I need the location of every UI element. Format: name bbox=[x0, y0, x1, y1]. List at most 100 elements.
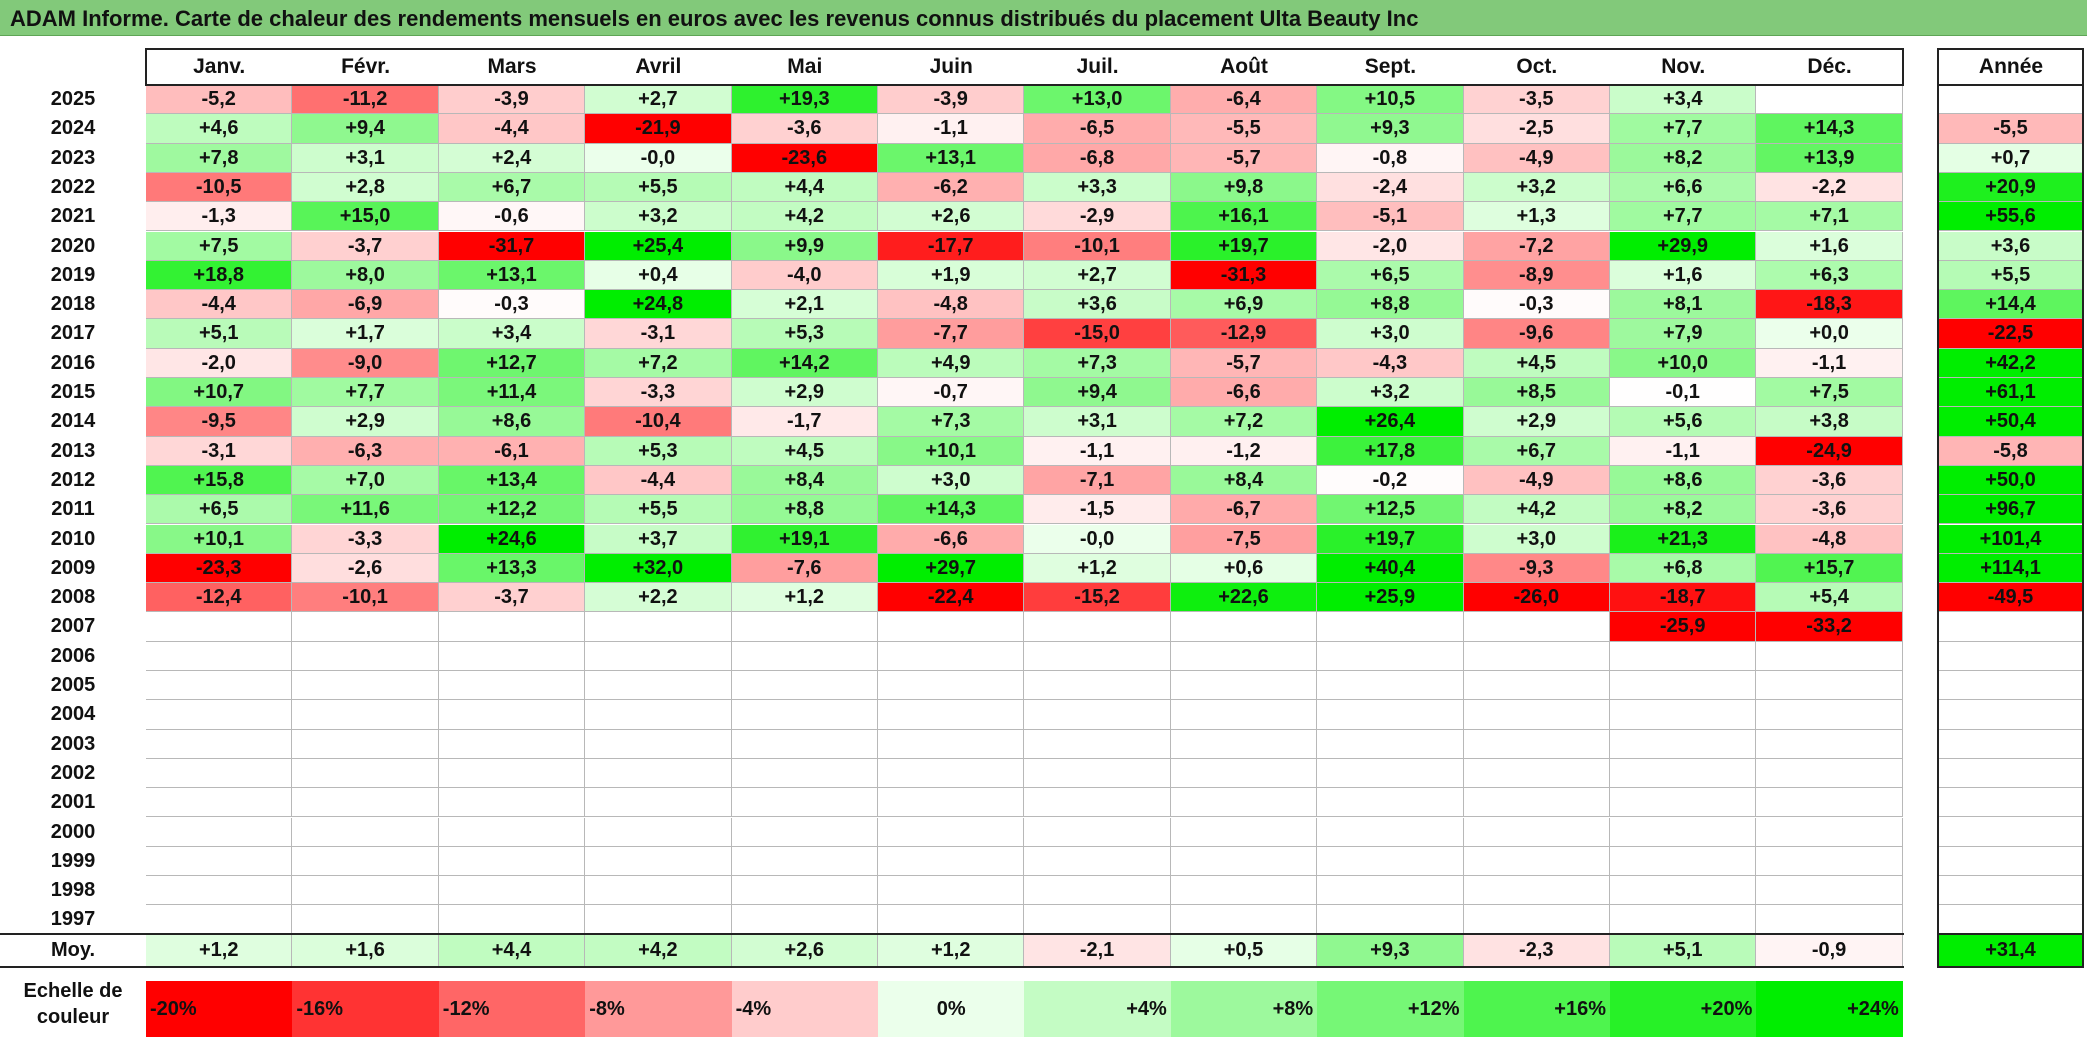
heatmap-cell: +7,5 bbox=[1756, 378, 1903, 408]
heatmap-cell bbox=[1024, 641, 1171, 671]
heatmap-cell bbox=[1024, 788, 1171, 818]
heatmap-cell: -4,4 bbox=[585, 465, 732, 496]
heatmap-cell bbox=[878, 671, 1025, 701]
heatmap-cell bbox=[585, 758, 732, 789]
average-cell: +4,4 bbox=[438, 934, 586, 967]
year-label: 2011 bbox=[51, 498, 95, 521]
heatmap-cell: -15,0 bbox=[1024, 319, 1171, 349]
heatmap-cell: -6,7 bbox=[1170, 495, 1318, 525]
heatmap-cell: +8,4 bbox=[731, 465, 878, 496]
heatmap-cell: -3,9 bbox=[878, 85, 1025, 115]
average-cell: +1,2 bbox=[146, 934, 293, 967]
average-cell: +9,3 bbox=[1317, 934, 1464, 967]
heatmap-cell: +6,9 bbox=[1170, 290, 1318, 320]
color-scale-stop: +12% bbox=[1317, 981, 1464, 1037]
heatmap-cell: -4,4 bbox=[438, 114, 586, 144]
heatmap-cell: +1,7 bbox=[292, 319, 439, 349]
heatmap-cell bbox=[878, 788, 1025, 818]
heatmap-cell: -5,5 bbox=[1170, 114, 1318, 144]
heatmap-cell: +4,4 bbox=[731, 172, 878, 203]
month-header: Sept. bbox=[1364, 55, 1417, 78]
heatmap-cell: -2,0 bbox=[146, 348, 293, 378]
month-header: Juil. bbox=[1076, 55, 1119, 78]
heatmap-cell bbox=[1317, 641, 1464, 671]
heatmap-cell bbox=[1756, 671, 1903, 701]
heatmap-cell bbox=[731, 846, 878, 877]
heatmap-cell: +6,7 bbox=[1463, 436, 1610, 466]
heatmap-cell: +7,2 bbox=[1170, 407, 1318, 437]
month-header: Mars bbox=[487, 55, 537, 78]
heatmap-cell: +7,7 bbox=[1610, 202, 1757, 232]
heatmap-cell: -0,2 bbox=[1317, 465, 1464, 496]
heatmap-cell: +8,8 bbox=[1317, 290, 1464, 320]
heatmap-cell bbox=[731, 905, 878, 935]
color-scale-stop: -12% bbox=[438, 981, 586, 1037]
annual-cell: +20,9 bbox=[1938, 172, 2084, 203]
heatmap-cell bbox=[438, 846, 586, 877]
heatmap-cell: +13,0 bbox=[1024, 85, 1171, 115]
heatmap-cell bbox=[1610, 758, 1757, 789]
heatmap-cell: -10,5 bbox=[146, 172, 293, 203]
average-row-top-border bbox=[0, 933, 1904, 935]
year-label: 2025 bbox=[50, 88, 96, 110]
heatmap-cell: +1,2 bbox=[731, 583, 878, 613]
heatmap-cell: +15,8 bbox=[146, 465, 293, 496]
heatmap-cell: +2,9 bbox=[731, 378, 878, 408]
heatmap-cell: +14,3 bbox=[878, 495, 1025, 525]
heatmap-cell: +22,6 bbox=[1170, 583, 1318, 613]
heatmap-cell: +26,4 bbox=[1317, 407, 1464, 437]
year-label: 2013 bbox=[50, 439, 96, 462]
heatmap-cell: -6,4 bbox=[1170, 85, 1318, 115]
heatmap-cell: +4,6 bbox=[146, 114, 293, 144]
heatmap-cell: -18,7 bbox=[1610, 583, 1757, 613]
heatmap-cell: +3,1 bbox=[1024, 407, 1171, 437]
heatmap-cell: +5,5 bbox=[585, 495, 732, 525]
annual-cell: -5,8 bbox=[1938, 436, 2084, 466]
heatmap-cell bbox=[146, 729, 293, 759]
heatmap-cell bbox=[292, 700, 439, 730]
heatmap-cell: -9,0 bbox=[292, 348, 439, 378]
color-scale-label: Echelle de couleur bbox=[0, 978, 146, 1030]
heatmap-cell: -6,2 bbox=[878, 172, 1025, 203]
heatmap-cell bbox=[292, 876, 439, 906]
heatmap-cell bbox=[1463, 729, 1610, 759]
heatmap-cell: -0,0 bbox=[1024, 524, 1171, 554]
heatmap-cell bbox=[1024, 729, 1171, 759]
heatmap-cell: +5,4 bbox=[1756, 583, 1903, 613]
heatmap-cell bbox=[1024, 876, 1171, 906]
heatmap-cell bbox=[1756, 876, 1903, 906]
heatmap-cell: +3,4 bbox=[1610, 85, 1757, 115]
heatmap-cell: +8,5 bbox=[1463, 378, 1610, 408]
year-label: 2021 bbox=[50, 205, 96, 228]
year-label: 2017 bbox=[50, 322, 96, 345]
heatmap-cell bbox=[438, 700, 586, 730]
year-label: 2018 bbox=[50, 293, 96, 316]
heatmap-cell bbox=[731, 671, 878, 701]
heatmap-cell bbox=[731, 817, 878, 847]
heatmap-cell bbox=[438, 788, 586, 818]
heatmap-cell: +2,1 bbox=[731, 290, 878, 320]
heatmap-cell: -26,0 bbox=[1463, 583, 1610, 613]
annual-header-separator bbox=[1937, 84, 2084, 86]
average-cell: -0,9 bbox=[1756, 934, 1903, 967]
annual-cell bbox=[1938, 817, 2084, 847]
heatmap-cell bbox=[1756, 846, 1903, 877]
heatmap-cell: -0,0 bbox=[585, 143, 732, 173]
heatmap-cell: -11,2 bbox=[292, 85, 439, 115]
heatmap-cell bbox=[585, 905, 732, 935]
heatmap-cell: +6,5 bbox=[1317, 260, 1464, 291]
heatmap-cell: -8,9 bbox=[1463, 260, 1610, 291]
year-label: 1998 bbox=[50, 879, 96, 902]
heatmap-cell: +8,4 bbox=[1170, 465, 1318, 496]
heatmap-cell: +2,4 bbox=[438, 143, 586, 173]
heatmap-cell: +4,5 bbox=[731, 436, 878, 466]
heatmap-cell: +3,6 bbox=[1024, 290, 1171, 320]
color-scale-stop: +24% bbox=[1756, 981, 1903, 1037]
heatmap-cell: +9,4 bbox=[292, 114, 439, 144]
annual-cell: -5,5 bbox=[1938, 114, 2084, 144]
annual-header: Année bbox=[1978, 55, 2044, 78]
heatmap-cell bbox=[1610, 671, 1757, 701]
year-label: 1999 bbox=[50, 849, 96, 872]
heatmap-cell bbox=[1170, 729, 1318, 759]
annual-cell bbox=[1938, 700, 2084, 730]
